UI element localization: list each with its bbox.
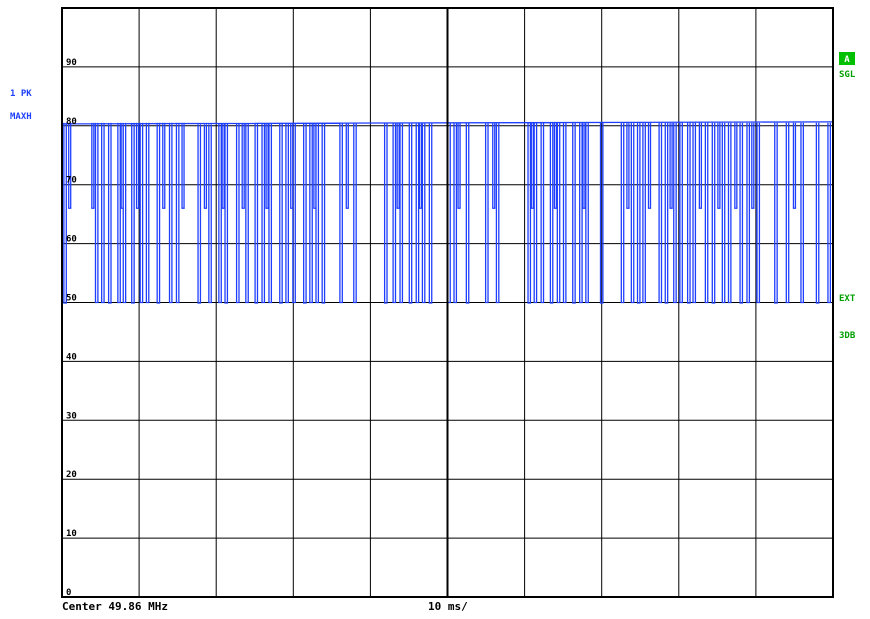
trace-badge: A [844, 55, 850, 65]
y-tick-label: 70 [66, 176, 77, 186]
y-tick-label: 90 [66, 58, 77, 68]
center-frequency-label: Center 49.86 MHz [62, 600, 168, 613]
y-tick-label: 50 [66, 294, 77, 304]
y-tick-labels: 0 10 20 30 40 50 60 70 80 90 [66, 58, 77, 598]
y-tick-label: 60 [66, 235, 77, 245]
trigger-label: EXT [839, 294, 856, 304]
sweep-time-label: 10 ms/ [428, 600, 468, 613]
y-tick-label: 40 [66, 352, 77, 362]
y-tick-label: 20 [66, 470, 77, 480]
coupling-label: 3DB [839, 331, 856, 341]
y-tick-label: 30 [66, 411, 77, 421]
y-tick-label: 10 [66, 529, 77, 539]
sweep-mode-label: SGL [839, 70, 856, 80]
y-tick-label: 0 [66, 588, 71, 598]
trace-badge-box [839, 52, 855, 65]
y-tick-label: 80 [66, 117, 77, 127]
trace-label: 1 PK [10, 89, 32, 99]
detector-mode-label: MAXH [10, 112, 32, 122]
